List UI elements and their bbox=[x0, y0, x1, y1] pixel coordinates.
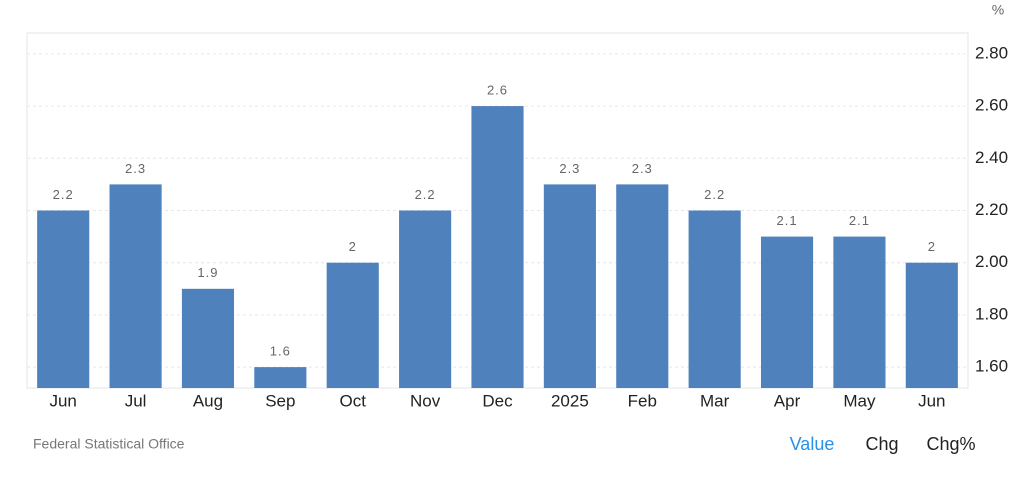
data-label: 2 bbox=[928, 239, 936, 254]
y-tick-label: 2.20 bbox=[975, 200, 1008, 219]
y-tick-label: 2.00 bbox=[975, 252, 1008, 271]
x-tick-label: Oct bbox=[340, 391, 367, 410]
bar bbox=[326, 262, 379, 388]
x-tick-label: Jun bbox=[49, 391, 76, 410]
x-tick-label: Apr bbox=[774, 391, 801, 410]
bar bbox=[688, 210, 741, 388]
bar bbox=[760, 236, 814, 388]
data-label: 2.3 bbox=[559, 161, 580, 176]
x-tick-label: Dec bbox=[482, 391, 513, 410]
value-button[interactable]: Value bbox=[790, 434, 835, 454]
y-tick-label: 2.40 bbox=[975, 148, 1008, 167]
bar bbox=[905, 262, 958, 388]
data-label: 1.9 bbox=[197, 265, 218, 280]
x-tick-label: Aug bbox=[193, 391, 223, 410]
y-tick-label: 1.60 bbox=[975, 357, 1008, 376]
source: Federal Statistical Office bbox=[33, 436, 185, 452]
unit-label: % bbox=[992, 2, 1004, 18]
data-label: 2.1 bbox=[849, 213, 870, 228]
data-label: 2.2 bbox=[53, 187, 74, 202]
bar bbox=[616, 184, 669, 388]
bar bbox=[109, 184, 162, 388]
bar bbox=[471, 106, 524, 389]
bar bbox=[181, 288, 235, 388]
x-tick-label: Jul bbox=[125, 391, 147, 410]
data-label: 2.2 bbox=[704, 187, 725, 202]
x-tick-label: Mar bbox=[700, 391, 730, 410]
x-tick-label: Jun bbox=[918, 391, 945, 410]
y-tick-label: 2.80 bbox=[975, 43, 1008, 62]
data-label: 2.3 bbox=[125, 161, 146, 176]
bar bbox=[254, 367, 307, 388]
bar bbox=[543, 184, 596, 388]
x-tick-label: 2025 bbox=[551, 391, 589, 410]
data-label: 1.6 bbox=[270, 344, 291, 359]
bar bbox=[399, 210, 452, 388]
x-tick-label: Feb bbox=[628, 391, 657, 410]
data-label: 2.6 bbox=[487, 83, 508, 98]
x-tick-label: Nov bbox=[410, 391, 441, 410]
y-tick-label: 1.80 bbox=[975, 304, 1008, 323]
bar bbox=[833, 236, 886, 388]
chg-button[interactable]: Chg bbox=[865, 434, 898, 454]
bar bbox=[37, 210, 90, 388]
chg-pct-button[interactable]: Chg% bbox=[926, 434, 975, 454]
data-label: 2 bbox=[349, 239, 357, 254]
data-label: 2.2 bbox=[415, 187, 436, 202]
data-label: 2.3 bbox=[632, 161, 653, 176]
y-tick-label: 2.60 bbox=[975, 96, 1008, 115]
x-tick-label: May bbox=[843, 391, 876, 410]
data-label: 2.1 bbox=[776, 213, 797, 228]
x-tick-label: Sep bbox=[265, 391, 295, 410]
